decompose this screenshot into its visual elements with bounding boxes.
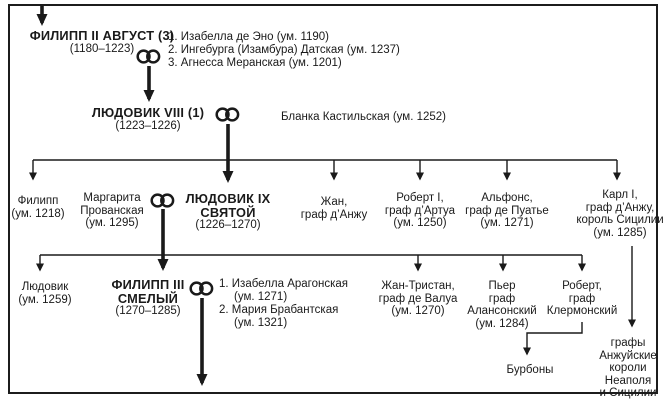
spouse-item: 1. Изабелла Арагонская <box>219 278 349 290</box>
marriage-rings-icon <box>215 107 240 122</box>
node-alphonse-poitiers: Альфонс, граф де Пуатье (ум. 1271) <box>465 192 549 229</box>
node-charles1-sicily: Карл I, граф д’Анжу, король Сицилии (ум.… <box>576 189 664 239</box>
node-philip2-augustus: ФИЛИПП II АВГУСТ (3) (1180–1223) <box>30 29 175 56</box>
king-name: СМЕЛЫЙ <box>117 290 179 306</box>
philip2-spouse-list: 1. Изабелла де Эно (ум. 1190) 2. Ингебур… <box>168 31 400 70</box>
philip3-spouse-list: 1. Изабелла Арагонская (ум. 1271) 2. Мар… <box>219 278 348 330</box>
marriage-rings-icon <box>136 49 161 64</box>
node-blanca-castile: Бланка Кастильская (ум. 1252) <box>281 111 446 124</box>
reign-years: (1226–1270) <box>195 219 261 231</box>
spouse-item: 2. Ингебурга (Изамбура) Датская (ум. 123… <box>168 44 400 56</box>
reign-years: (1270–1285) <box>115 305 181 317</box>
marriage-rings-icon <box>150 193 175 208</box>
node-anjou-kings: графы Анжуйские короли Неаполя и Сицилии <box>599 337 657 399</box>
spouse-item-years: (ум. 1271) <box>234 291 288 303</box>
marriage-rings-icon <box>189 281 214 296</box>
king-name: ФИЛИПП III <box>111 277 185 292</box>
node-louis9-saint: ЛЮДОВИК IX СВЯТОЙ (1226–1270) <box>186 192 271 232</box>
node-margaret-provence: Маргарита Прованская (ум. 1295) <box>80 192 144 229</box>
king-name: ЛЮДОВИК VIII (1) <box>91 105 205 120</box>
node-philip3-bold: ФИЛИПП III СМЕЛЫЙ (1270–1285) <box>112 278 185 318</box>
node-robert-clermont: Роберт, граф Клермонский <box>546 280 618 317</box>
node-jean-anjou: Жан, граф д’Анжу <box>300 196 368 221</box>
node-robert-artois: Роберт I, граф д’Артуа (ум. 1250) <box>384 192 456 229</box>
king-name: СВЯТОЙ <box>200 204 256 220</box>
spouse-item: 2. Мария Брабантская <box>219 304 339 316</box>
node-philip-son: Филипп (ум. 1218) <box>11 195 65 220</box>
chart-frame <box>8 4 658 394</box>
node-bourbons: Бурбоны <box>506 364 554 376</box>
node-louis-son: Людовик (ум. 1259) <box>18 281 72 306</box>
node-louis8: ЛЮДОВИК VIII (1) (1223–1226) <box>92 106 204 133</box>
spouse-item-years: (ум. 1321) <box>234 317 288 329</box>
spouse-item: 1. Изабелла де Эно (ум. 1190) <box>168 31 330 43</box>
king-name: ЛЮДОВИК IX <box>185 191 271 206</box>
spouse-name: Бланка Кастильская (ум. 1252) <box>281 111 446 123</box>
reign-years: (1180–1223) <box>69 42 135 55</box>
reign-years: (1223–1226) <box>115 119 181 132</box>
node-pierre-alencon: Пьер граф Алансонский (ум. 1284) <box>467 280 537 330</box>
line-robert-to-bourbons <box>523 322 583 356</box>
node-jean-tristan: Жан-Тристан, граф де Валуа (ум. 1270) <box>378 280 458 317</box>
king-name: ФИЛИПП II АВГУСТ (3) <box>29 28 175 43</box>
spouse-item: 3. Агнесса Меранская (ум. 1201) <box>168 57 342 69</box>
